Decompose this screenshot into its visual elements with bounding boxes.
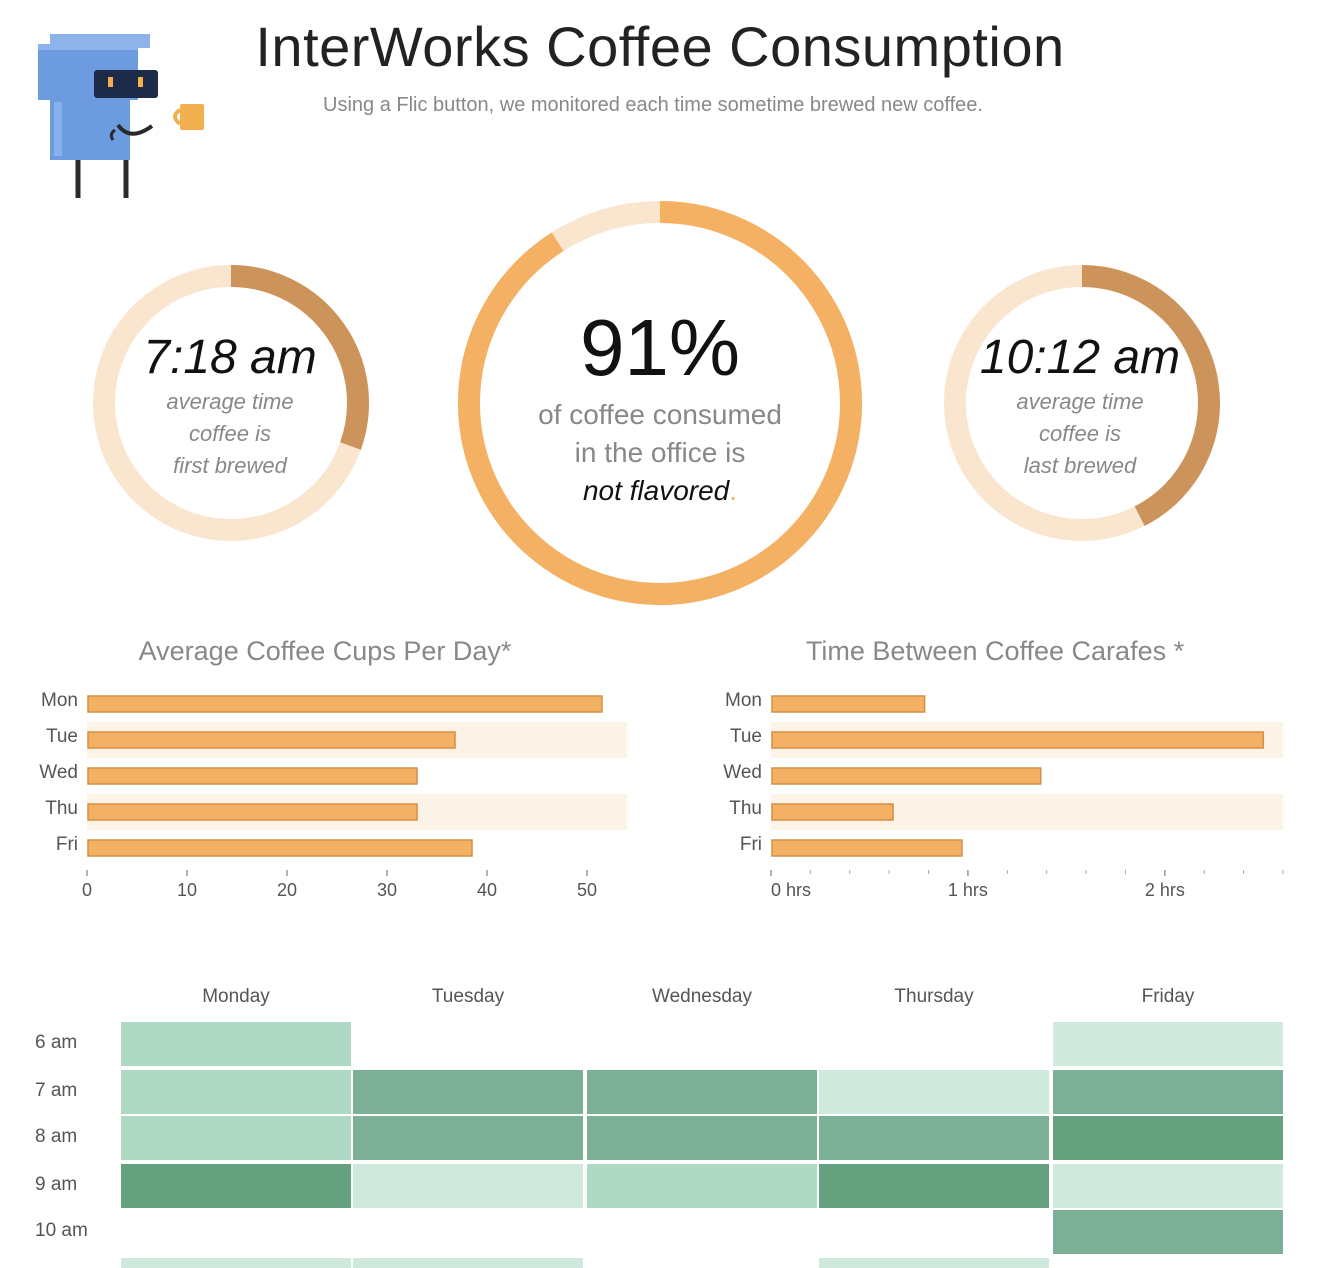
gauge-label-line: in the office is — [574, 437, 746, 468]
heatmap-column-label: Tuesday — [431, 986, 505, 1007]
heatmap-cell — [819, 1258, 1049, 1268]
x-tick-label: 30 — [376, 880, 398, 900]
x-tick-label: 2 hrs — [1144, 880, 1185, 900]
bar-wed — [87, 767, 418, 785]
chart-title-cups: Average Coffee Cups Per Day* — [138, 636, 512, 666]
heatmap-column-label: Monday — [202, 986, 270, 1007]
heatmap-cell — [1053, 1116, 1283, 1160]
category-label: Thu — [729, 798, 762, 819]
heatmap-row-label: 6 am — [35, 1032, 78, 1053]
gauge-not-flavored — [458, 201, 862, 605]
x-tick-label: 1 hrs — [947, 880, 988, 900]
heatmap-cell — [353, 1258, 583, 1268]
robot-mascot-icon — [38, 34, 204, 198]
gauge-last-brewed-arc — [1081, 265, 1220, 526]
x-tick-label: 0 — [81, 880, 92, 900]
category-label: Tue — [45, 726, 78, 747]
heatmap-cell — [121, 1258, 351, 1268]
x-tick-label: 10 — [176, 880, 198, 900]
heatmap-cell — [587, 1070, 817, 1114]
heatmap-cell — [819, 1116, 1049, 1160]
gauge-label-line: coffee is — [189, 421, 271, 446]
x-tick-label: 40 — [476, 880, 498, 900]
heatmap-brew-times — [121, 1022, 1283, 1268]
gauge-label-line: average time — [166, 389, 294, 414]
gauge-first-brewed — [93, 265, 369, 541]
heatmap-row-label: 10 am — [35, 1220, 88, 1241]
gauge-not-flavored-value: 91% — [579, 303, 741, 392]
bar-tue — [771, 731, 1265, 749]
heatmap-column-label: Wednesday — [652, 986, 752, 1007]
heatmap-cell — [121, 1164, 351, 1208]
bar-mon — [87, 695, 603, 713]
heatmap-cell — [587, 1164, 817, 1208]
x-tick-label: 50 — [576, 880, 598, 900]
category-label: Tue — [729, 726, 762, 747]
page-subtitle: Using a Flic button, we monitored each t… — [323, 94, 983, 116]
category-label: Mon — [41, 690, 78, 711]
heatmap-cell — [1053, 1210, 1283, 1254]
bar-thu — [87, 803, 418, 821]
gauge-label-line: last brewed — [1023, 453, 1137, 478]
bar-mon — [771, 695, 926, 713]
heatmap-cell — [1053, 1070, 1283, 1114]
heatmap-column-label: Friday — [1141, 986, 1195, 1007]
gauge-last-brewed-value: 10:12 am — [979, 331, 1181, 384]
heatmap-cell — [587, 1116, 817, 1160]
heatmap-row-label: 7 am — [35, 1080, 78, 1101]
gauge-first-brewed-arc — [230, 265, 369, 450]
bar-wed — [771, 767, 1042, 785]
gauge-first-brewed-value: 7:18 am — [143, 331, 317, 384]
heatmap-row-label: 8 am — [35, 1126, 78, 1147]
bar-thu — [771, 803, 894, 821]
category-label: Wed — [723, 762, 762, 783]
gauge-label-emphasis: not flavored — [582, 475, 730, 506]
x-tick-label: 20 — [276, 880, 298, 900]
heatmap-cell — [819, 1164, 1049, 1208]
gauge-label-line: average time — [1016, 389, 1144, 414]
page-title: InterWorks Coffee Consumption — [255, 15, 1065, 78]
heatmap-cell — [819, 1070, 1049, 1114]
bar-tue — [87, 731, 456, 749]
category-label: Fri — [55, 834, 78, 855]
category-label: Wed — [39, 762, 78, 783]
gauge-label-punct: . — [729, 475, 738, 506]
gauge-not-flavored-arc — [458, 201, 862, 605]
heatmap-cell — [353, 1070, 583, 1114]
heatmap-cell — [353, 1164, 583, 1208]
heatmap-row-label: 9 am — [35, 1174, 78, 1195]
heatmap-cell — [1053, 1164, 1283, 1208]
gauge-first-brewed-text: 7:18 am average time coffee is first bre… — [110, 330, 350, 482]
category-label: Fri — [739, 834, 762, 855]
heatmap-cell — [121, 1022, 351, 1066]
bar-chart-carafes — [770, 695, 1284, 876]
category-label: Mon — [725, 690, 762, 711]
bar-chart-cups — [86, 695, 627, 876]
heatmap-cell — [121, 1070, 351, 1114]
x-tick-label: 0 hrs — [771, 880, 812, 900]
chart-title-carafes: Time Between Coffee Carafes * — [805, 636, 1185, 666]
gauge-label-line: first brewed — [173, 453, 287, 478]
gauge-last-brewed — [944, 265, 1220, 541]
bar-fri — [771, 839, 963, 857]
heatmap-column-label: Thursday — [894, 986, 974, 1007]
heatmap-cell — [353, 1116, 583, 1160]
gauge-label-line: of coffee consumed — [538, 399, 782, 430]
bar-fri — [87, 839, 473, 857]
category-label: Thu — [45, 798, 78, 819]
heatmap-cell — [121, 1116, 351, 1160]
gauge-label-line: coffee is — [1039, 421, 1121, 446]
gauge-not-flavored-text: 91% of coffee consumed in the office is … — [500, 300, 820, 510]
gauges-svg — [93, 201, 1220, 605]
gauge-last-brewed-text: 10:12 am average time coffee is last bre… — [960, 330, 1200, 482]
heatmap-cell — [1053, 1022, 1283, 1066]
